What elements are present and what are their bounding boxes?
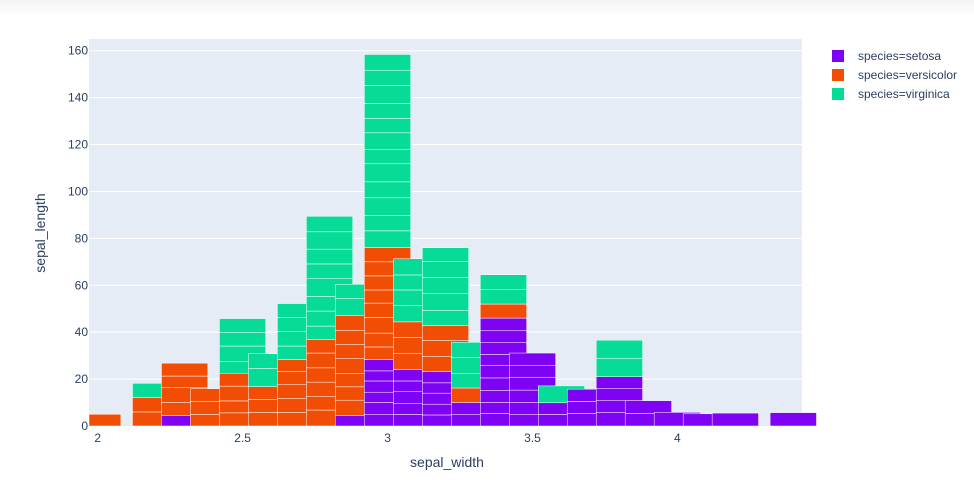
top-toolbar-strip — [0, 0, 974, 18]
bar-segment[interactable] — [364, 163, 411, 183]
bar-segment[interactable] — [624, 400, 672, 414]
bar-segment[interactable] — [364, 149, 411, 165]
bar-segment[interactable] — [88, 414, 122, 427]
bar-segment[interactable] — [480, 317, 527, 332]
x-tick-label: 2 — [94, 431, 101, 445]
bar-segment[interactable] — [364, 197, 411, 216]
x-tick-label: 4 — [674, 431, 681, 445]
bar-segment[interactable] — [219, 318, 267, 333]
x-axis-title: sepal_width — [410, 454, 484, 470]
x-tick-label: 3.5 — [524, 431, 541, 445]
bar-segment[interactable] — [480, 303, 527, 319]
bar-segment[interactable] — [595, 339, 643, 359]
legend-label[interactable]: species=versicolor — [858, 68, 957, 82]
bar-segment[interactable] — [769, 412, 817, 427]
legend-swatch[interactable] — [832, 69, 844, 81]
legend-swatch[interactable] — [832, 88, 844, 100]
bar-segment[interactable] — [480, 330, 527, 343]
bar-segment[interactable] — [161, 375, 209, 389]
bar-segment[interactable] — [306, 231, 354, 250]
bar-segment[interactable] — [364, 132, 411, 150]
bar-segment[interactable] — [422, 261, 469, 278]
y-tick-labels: 0 20 40 60 80 100 120 140 160 — [68, 44, 88, 433]
y-tick-label: 20 — [75, 372, 89, 386]
bar-segment[interactable] — [422, 247, 469, 262]
bar-segment[interactable] — [364, 103, 411, 119]
y-tick-label: 80 — [75, 231, 89, 245]
bar-segment[interactable] — [364, 54, 411, 71]
bars — [88, 54, 817, 427]
y-tick-label: 120 — [68, 138, 88, 152]
bar-segment[interactable] — [364, 118, 411, 134]
bar-segment[interactable] — [422, 325, 469, 341]
bar-segment[interactable] — [364, 69, 411, 86]
x-tick-labels: 2 2.5 3 3.5 4 — [94, 431, 681, 445]
legend-label[interactable]: species=setosa — [858, 49, 941, 63]
bar-segment[interactable] — [364, 181, 411, 199]
bar-segment[interactable] — [480, 289, 527, 305]
bar-segment[interactable] — [480, 342, 527, 355]
bar-segment[interactable] — [161, 362, 209, 377]
bar-segment[interactable] — [364, 230, 411, 248]
bar-segment[interactable] — [422, 293, 469, 311]
x-tick-label: 3 — [384, 431, 391, 445]
x-tick-label: 2.5 — [234, 431, 251, 445]
y-tick-label: 60 — [75, 278, 89, 292]
bar-segment[interactable] — [364, 85, 411, 104]
bar-segment[interactable] — [595, 358, 643, 377]
bar-segment[interactable] — [306, 216, 354, 233]
bar-segment[interactable] — [422, 277, 469, 294]
bar-segment[interactable] — [509, 352, 556, 366]
bar-segment[interactable] — [480, 274, 527, 290]
y-axis-title: sepal_length — [32, 193, 48, 272]
bar-segment[interactable] — [306, 263, 354, 279]
y-tick-label: 40 — [75, 325, 89, 339]
y-tick-label: 0 — [81, 419, 88, 433]
bar-segment[interactable] — [509, 365, 556, 378]
legend-swatch[interactable] — [832, 50, 844, 62]
legend: species=setosa species=versicolor species=… — [832, 49, 957, 101]
bar-segment[interactable] — [306, 248, 354, 265]
bar-segment[interactable] — [711, 412, 759, 427]
y-tick-label: 100 — [68, 184, 88, 198]
y-tick-label: 140 — [68, 91, 88, 105]
bar-segment[interactable] — [595, 388, 643, 401]
bar-segment[interactable] — [219, 332, 267, 347]
bar-segment[interactable] — [364, 215, 411, 232]
legend-label[interactable]: species=virginica — [858, 87, 950, 101]
bar-segment[interactable] — [595, 376, 643, 389]
bar-segment[interactable] — [422, 310, 469, 326]
y-tick-label: 160 — [68, 44, 88, 58]
